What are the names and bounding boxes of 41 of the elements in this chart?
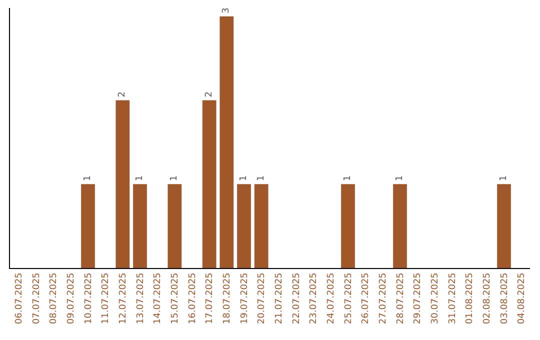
- x-tick-label: 10.07.2025: [84, 272, 94, 324]
- x-tick-label: 13.07.2025: [136, 272, 146, 324]
- x-tick-label: 20.07.2025: [257, 272, 268, 324]
- x-tick-label: 15.07.2025: [170, 272, 181, 324]
- data-label: 2: [204, 92, 214, 98]
- data-label: 1: [83, 175, 93, 182]
- x-tick-label: 31.07.2025: [448, 272, 458, 324]
- x-tick-label: 24.07.2025: [326, 272, 337, 324]
- data-label: 2: [118, 92, 128, 98]
- x-tick-label: 06.07.2025: [14, 272, 25, 324]
- x-tick-label: 16.07.2025: [188, 272, 198, 324]
- x-tick-label: 18.07.2025: [222, 272, 233, 324]
- data-label: 1: [395, 175, 405, 182]
- x-tick-label: 01.08.2025: [465, 272, 476, 324]
- x-tick-label: 12.07.2025: [118, 272, 129, 324]
- x-tick-label: 25.07.2025: [344, 272, 354, 324]
- x-tick-label: 11.07.2025: [101, 272, 112, 324]
- data-label: 1: [256, 175, 266, 182]
- x-tick-label: 30.07.2025: [430, 272, 441, 324]
- x-tick-label: 07.07.2025: [32, 272, 42, 324]
- x-tick-label: 14.07.2025: [153, 272, 164, 324]
- data-label: 1: [170, 175, 180, 182]
- x-tick-label: 26.07.2025: [361, 272, 372, 324]
- x-tick-label: 04.08.2025: [517, 272, 528, 324]
- data-label: 1: [343, 175, 353, 182]
- x-tick-label: 17.07.2025: [205, 272, 216, 324]
- x-tick-label: 27.07.2025: [378, 272, 389, 324]
- x-tick-label: 03.08.2025: [500, 272, 510, 324]
- x-tick-label: 22.07.2025: [292, 272, 302, 324]
- data-label: 1: [499, 175, 509, 182]
- x-tick-label: 29.07.2025: [413, 272, 424, 324]
- x-tick-label: 19.07.2025: [240, 272, 250, 324]
- x-tick-label: 02.08.2025: [482, 272, 493, 324]
- x-tick-label: 28.07.2025: [396, 272, 406, 324]
- x-tick-label: 21.07.2025: [274, 272, 285, 324]
- data-label: 1: [135, 175, 145, 182]
- data-label: 1: [239, 175, 249, 182]
- data-label: 3: [222, 8, 232, 14]
- x-tick-label: 23.07.2025: [309, 272, 320, 324]
- x-tick-label: 08.07.2025: [49, 272, 60, 324]
- x-tick-label: 09.07.2025: [66, 272, 77, 324]
